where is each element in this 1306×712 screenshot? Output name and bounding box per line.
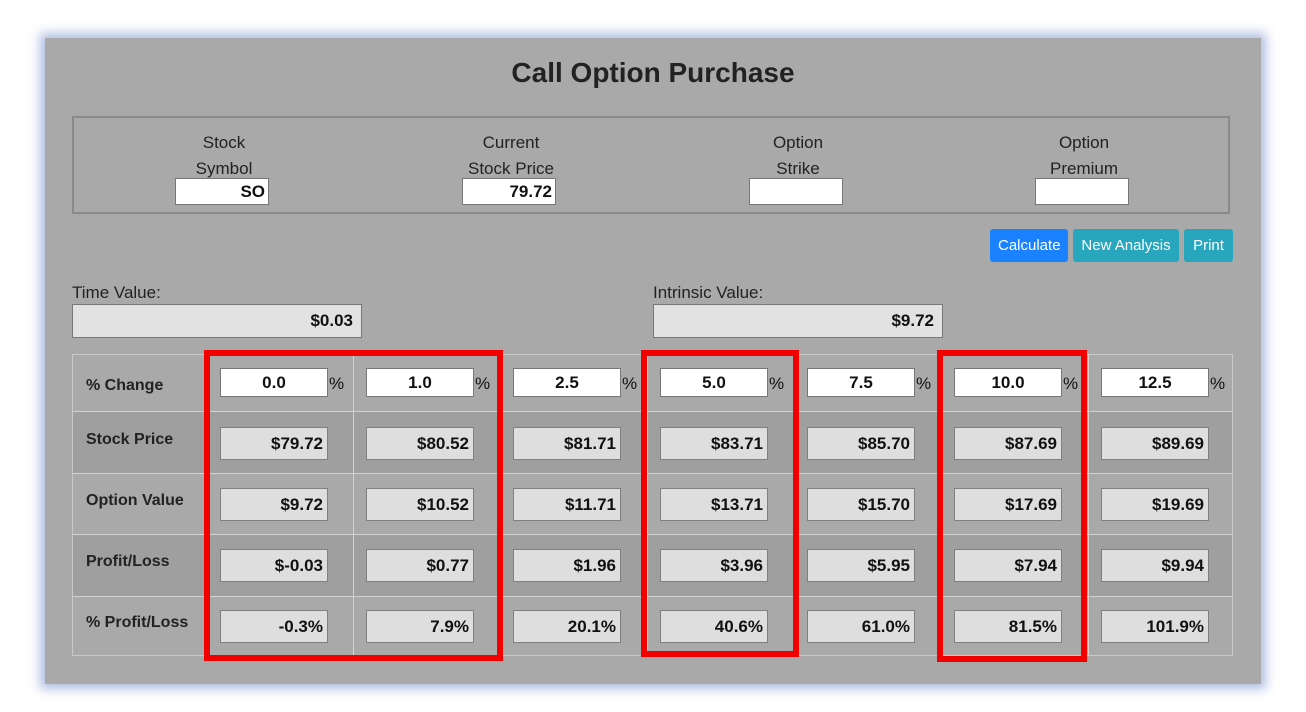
option-value-label: Option Value bbox=[86, 492, 184, 509]
profit-loss-label: Profit/Loss bbox=[86, 553, 170, 570]
profit-loss-cell: $7.94 bbox=[954, 549, 1062, 582]
option-value-cell: $13.71 bbox=[660, 488, 768, 521]
pct-change-input-0[interactable]: 0.0 bbox=[220, 368, 328, 397]
profit-loss-cell: $-0.03 bbox=[220, 549, 328, 582]
input-section: Stock Symbol Current Stock Price Option … bbox=[72, 116, 1230, 214]
profit-loss-cell: $1.96 bbox=[513, 549, 621, 582]
stock-symbol-label-line1: Stock bbox=[202, 133, 246, 152]
stock-symbol-label-line2: Symbol bbox=[195, 159, 253, 178]
stock-symbol-input[interactable] bbox=[175, 178, 269, 205]
option-premium-input[interactable] bbox=[1035, 178, 1129, 205]
stock-price-group: Current Stock Price bbox=[411, 130, 611, 182]
stock-price-cell: $83.71 bbox=[660, 427, 768, 460]
pct-profit-loss-cell: 101.9% bbox=[1101, 610, 1209, 643]
option-value-cell: $17.69 bbox=[954, 488, 1062, 521]
stock-price-cell: $87.69 bbox=[954, 427, 1062, 460]
intrinsic-value-label: Intrinsic Value: bbox=[653, 283, 764, 302]
pct-change-input-4[interactable]: 7.5 bbox=[807, 368, 915, 397]
pct-sign: % bbox=[329, 374, 345, 393]
option-value-cell: $19.69 bbox=[1101, 488, 1209, 521]
pct-sign: % bbox=[475, 374, 491, 393]
pct-change-input-1[interactable]: 1.0 bbox=[366, 368, 474, 397]
pct-sign: % bbox=[769, 374, 785, 393]
pct-sign: % bbox=[1063, 374, 1079, 393]
profit-loss-cell: $9.94 bbox=[1101, 549, 1209, 582]
pct-profit-loss-cell: 40.6% bbox=[660, 610, 768, 643]
option-strike-label-line1: Option bbox=[772, 133, 824, 152]
page-title: Call Option Purchase bbox=[511, 57, 795, 88]
analysis-grid: % Change Stock Price Option Value Profit… bbox=[72, 354, 1233, 656]
option-value-cell: $11.71 bbox=[513, 488, 621, 521]
pct-change-input-6[interactable]: 12.5 bbox=[1101, 368, 1209, 397]
option-value-cell: $15.70 bbox=[807, 488, 915, 521]
intrinsic-value-field: $9.72 bbox=[653, 304, 943, 338]
option-value-cell: $9.72 bbox=[220, 488, 328, 521]
print-button[interactable]: Print bbox=[1184, 229, 1233, 262]
pct-sign: % bbox=[916, 374, 932, 393]
pct-profit-loss-cell: 61.0% bbox=[807, 610, 915, 643]
pct-change-input-3[interactable]: 5.0 bbox=[660, 368, 768, 397]
option-premium-label-line2: Premium bbox=[1049, 159, 1118, 178]
pct-profit-loss-cell: 20.1% bbox=[513, 610, 621, 643]
pct-sign: % bbox=[1210, 374, 1226, 393]
stock-price-label: Stock Price bbox=[86, 431, 174, 448]
profit-loss-cell: $3.96 bbox=[660, 549, 768, 582]
option-strike-input[interactable] bbox=[749, 178, 843, 205]
pct-profit-loss-cell: -0.3% bbox=[220, 610, 328, 643]
stock-symbol-group: Stock Symbol bbox=[124, 130, 324, 182]
time-value-field: $0.03 bbox=[72, 304, 362, 338]
option-premium-label-line1: Option bbox=[1058, 133, 1110, 152]
option-strike-label-line2: Strike bbox=[776, 159, 820, 178]
pct-sign: % bbox=[622, 374, 638, 393]
stock-price-label-line2: Stock Price bbox=[468, 159, 554, 178]
stock-price-cell: $81.71 bbox=[513, 427, 621, 460]
new-analysis-button[interactable]: New Analysis bbox=[1073, 229, 1179, 262]
pct-profit-loss-cell: 7.9% bbox=[366, 610, 474, 643]
stock-price-cell: $80.52 bbox=[366, 427, 474, 460]
option-premium-group: Option Premium bbox=[984, 130, 1184, 182]
pct-change-label: % Change bbox=[86, 377, 164, 394]
pct-profit-loss-label: % Profit/Loss bbox=[86, 614, 189, 631]
stock-price-label-line1: Current bbox=[482, 133, 540, 152]
calculate-button[interactable]: Calculate bbox=[990, 229, 1068, 262]
stock-price-input[interactable] bbox=[462, 178, 556, 205]
stock-price-cell: $85.70 bbox=[807, 427, 915, 460]
pct-change-input-5[interactable]: 10.0 bbox=[954, 368, 1062, 397]
profit-loss-cell: $0.77 bbox=[366, 549, 474, 582]
option-value-cell: $10.52 bbox=[366, 488, 474, 521]
profit-loss-cell: $5.95 bbox=[807, 549, 915, 582]
pct-profit-loss-cell: 81.5% bbox=[954, 610, 1062, 643]
time-value-label: Time Value: bbox=[72, 283, 161, 302]
stock-price-cell: $79.72 bbox=[220, 427, 328, 460]
stock-price-cell: $89.69 bbox=[1101, 427, 1209, 460]
option-strike-group: Option Strike bbox=[698, 130, 898, 182]
pct-change-input-2[interactable]: 2.5 bbox=[513, 368, 621, 397]
